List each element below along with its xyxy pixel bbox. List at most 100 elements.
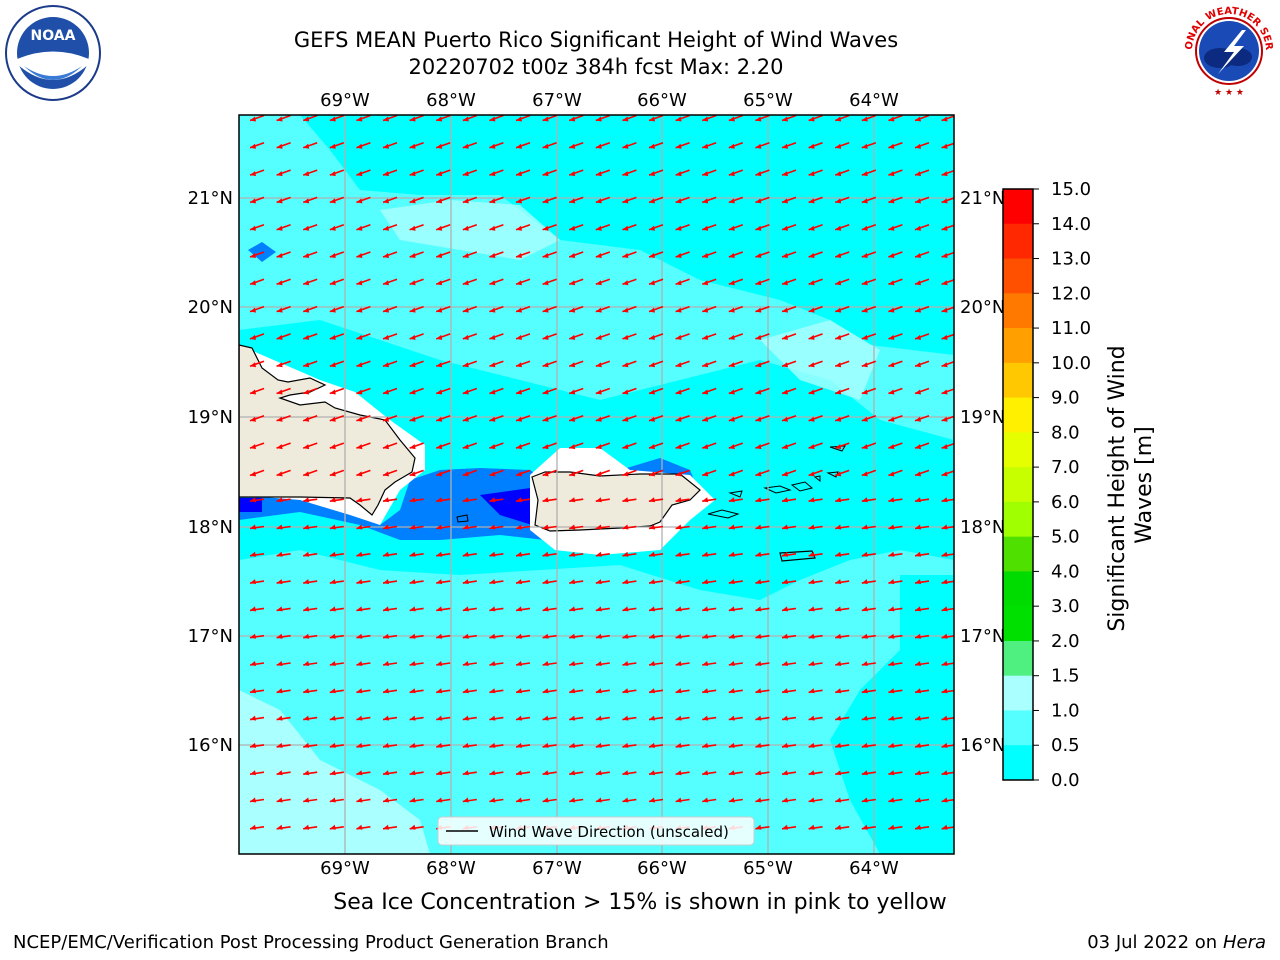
wind-wave-arrow bbox=[835, 824, 850, 830]
wind-wave-arrow bbox=[648, 688, 664, 694]
wind-wave-arrow bbox=[356, 633, 371, 639]
wind-wave-arrow bbox=[409, 142, 424, 149]
wind-wave-arrow bbox=[861, 824, 876, 830]
wave-region-north bbox=[239, 115, 954, 440]
wind-wave-arrow bbox=[701, 115, 717, 122]
wind-wave-arrow bbox=[728, 169, 744, 177]
wind-wave-arrow bbox=[834, 442, 850, 450]
wind-wave-arrow bbox=[808, 497, 823, 503]
wind-wave-arrow bbox=[755, 661, 770, 666]
wind-wave-arrow bbox=[914, 469, 930, 477]
wind-wave-arrow bbox=[409, 223, 424, 231]
colorbar-tick-label: 1.0 bbox=[1051, 700, 1080, 721]
wind-wave-arrow bbox=[462, 661, 477, 666]
colorbar-segment bbox=[1003, 606, 1033, 642]
wind-wave-arrow bbox=[249, 387, 265, 395]
wind-wave-arrow bbox=[303, 770, 318, 776]
colorbar-tick-label: 9.0 bbox=[1051, 388, 1080, 409]
wind-wave-arrow bbox=[675, 661, 690, 666]
wind-wave-arrow bbox=[648, 333, 664, 340]
wind-wave-arrow bbox=[728, 305, 744, 313]
wind-wave-arrow bbox=[302, 469, 318, 477]
colorbar-segment bbox=[1003, 328, 1033, 364]
wind-wave-arrow bbox=[755, 223, 770, 231]
wind-wave-arrow bbox=[808, 169, 823, 177]
wind-wave-arrow bbox=[302, 169, 318, 177]
wind-wave-arrow bbox=[356, 115, 371, 122]
wind-wave-arrow bbox=[834, 278, 850, 286]
colorbar-tick-label: 6.0 bbox=[1051, 492, 1080, 513]
colorbar-tick-label: 11.0 bbox=[1051, 318, 1091, 339]
wind-wave-arrow bbox=[382, 169, 398, 177]
wind-wave-arrow bbox=[861, 169, 877, 177]
wind-wave-arrow bbox=[648, 142, 664, 149]
wind-wave-arrow bbox=[249, 633, 265, 639]
wind-wave-arrow bbox=[755, 142, 770, 149]
wind-wave-arrow bbox=[568, 415, 584, 422]
wind-wave-arrow bbox=[329, 360, 345, 368]
wind-wave-arrow bbox=[622, 196, 637, 204]
wind-wave-arrow bbox=[648, 415, 664, 422]
wind-wave-arrow bbox=[435, 115, 451, 122]
wind-wave-arrow bbox=[515, 333, 531, 340]
wind-wave-arrow bbox=[435, 415, 451, 422]
wind-wave-arrow bbox=[835, 606, 850, 612]
wind-wave-arrow bbox=[835, 633, 850, 639]
wind-wave-arrow bbox=[568, 251, 584, 258]
wind-wave-arrow bbox=[356, 742, 371, 748]
lon-label-top: 69°W bbox=[320, 90, 370, 111]
wind-wave-arrow bbox=[834, 415, 850, 422]
wind-wave-arrow bbox=[701, 278, 717, 286]
wind-wave-arrow bbox=[515, 742, 531, 748]
wind-wave-arrow bbox=[249, 442, 265, 450]
wind-wave-arrow bbox=[728, 442, 744, 450]
wind-wave-arrow bbox=[888, 661, 903, 666]
wind-wave-arrow bbox=[834, 115, 850, 122]
wind-wave-arrow bbox=[728, 633, 743, 639]
colorbar-segment bbox=[1003, 189, 1033, 225]
wind-wave-arrow bbox=[409, 524, 424, 530]
wind-wave-arrow bbox=[302, 223, 318, 231]
mona-passage-band bbox=[239, 468, 560, 540]
wind-wave-arrow bbox=[542, 387, 557, 395]
wind-wave-arrow bbox=[249, 333, 265, 340]
wind-wave-arrow bbox=[542, 688, 557, 694]
wind-wave-arrow bbox=[489, 223, 504, 231]
wind-wave-arrow bbox=[276, 169, 291, 177]
wind-wave-arrow bbox=[861, 661, 876, 666]
wind-wave-arrow bbox=[914, 360, 930, 368]
wind-wave-arrow bbox=[701, 223, 717, 231]
wind-wave-arrow bbox=[382, 579, 398, 585]
wind-wave-arrow bbox=[781, 742, 797, 748]
wind-wave-arrow bbox=[622, 333, 637, 340]
wind-wave-arrow bbox=[462, 715, 477, 721]
wind-wave-arrow bbox=[409, 169, 424, 177]
wind-wave-arrow bbox=[648, 633, 664, 639]
wind-wave-arrow bbox=[542, 606, 557, 612]
wave-region-south bbox=[239, 550, 954, 854]
wind-wave-arrow bbox=[888, 115, 903, 122]
wind-wave-arrow bbox=[382, 497, 398, 503]
wind-wave-arrow bbox=[622, 278, 637, 286]
wind-wave-arrow bbox=[808, 333, 823, 340]
lon-label-bottom: 66°W bbox=[637, 858, 687, 879]
wind-wave-arrow bbox=[781, 142, 797, 149]
wind-wave-arrow bbox=[436, 661, 451, 666]
wind-wave-arrow bbox=[835, 551, 850, 557]
wind-wave-arrow bbox=[834, 333, 850, 340]
wind-wave-arrow bbox=[329, 606, 344, 612]
wind-wave-arrow bbox=[489, 142, 504, 149]
wind-wave-arrow bbox=[489, 742, 504, 748]
colorbar-ticks: 15.0 14.0 13.0 12.0 11.0 10.0 9.0 8.0 7.0 6.0 5.0 4… bbox=[1033, 179, 1091, 791]
wind-wave-arrow bbox=[382, 661, 398, 666]
wind-wave-arrow bbox=[781, 415, 797, 422]
wind-wave-arrow bbox=[329, 442, 345, 450]
colorbar-segment bbox=[1003, 223, 1033, 260]
wind-wave-arrow bbox=[436, 797, 451, 803]
wind-wave-arrow bbox=[728, 469, 744, 477]
wind-wave-arrow bbox=[435, 223, 451, 231]
wind-wave-arrow bbox=[781, 169, 797, 177]
wind-wave-arrow bbox=[835, 770, 850, 776]
wind-wave-arrow bbox=[303, 715, 318, 721]
